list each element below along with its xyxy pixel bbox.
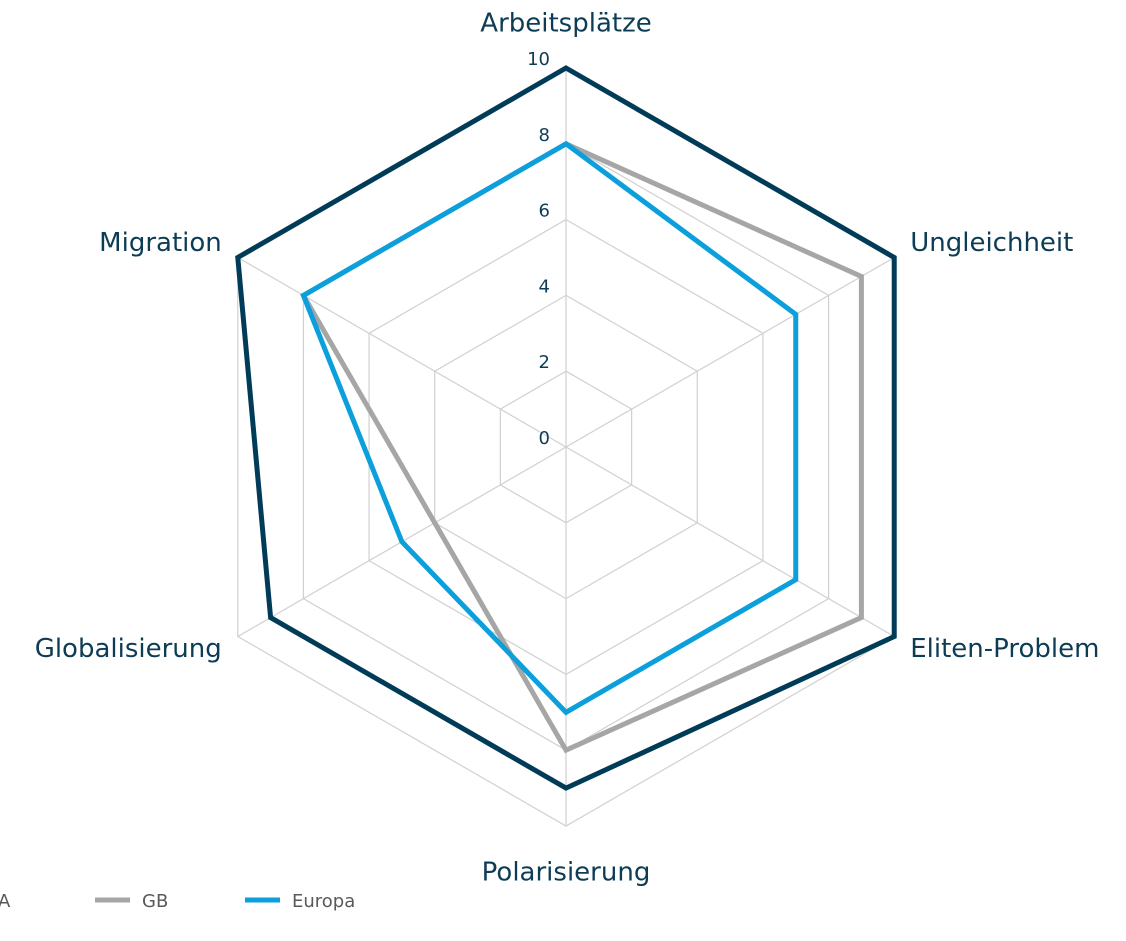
legend-label: A: [0, 891, 11, 912]
axis-label: Ungleichheit: [910, 228, 1073, 258]
tick-label: 10: [527, 49, 550, 70]
tick-label: 0: [539, 428, 550, 449]
spoke: [565, 446, 895, 638]
axis-label: Polarisierung: [482, 858, 651, 888]
axis-label: Arbeitsplätze: [480, 9, 651, 39]
spoke: [565, 256, 895, 448]
legend-label: GB: [142, 891, 168, 912]
tick-label: 4: [539, 276, 550, 297]
axis-label: Migration: [99, 228, 222, 258]
spoke: [237, 256, 567, 448]
series-line: [235, 65, 897, 791]
series-line: [300, 140, 799, 716]
tick-label: 8: [539, 125, 550, 146]
axis-label: Eliten-Problem: [910, 634, 1099, 664]
tick-label: 2: [539, 352, 550, 373]
axis-label: Globalisierung: [35, 634, 222, 664]
series-line: [300, 140, 864, 754]
legend-label: Europa: [292, 891, 355, 912]
tick-label: 6: [539, 201, 550, 222]
